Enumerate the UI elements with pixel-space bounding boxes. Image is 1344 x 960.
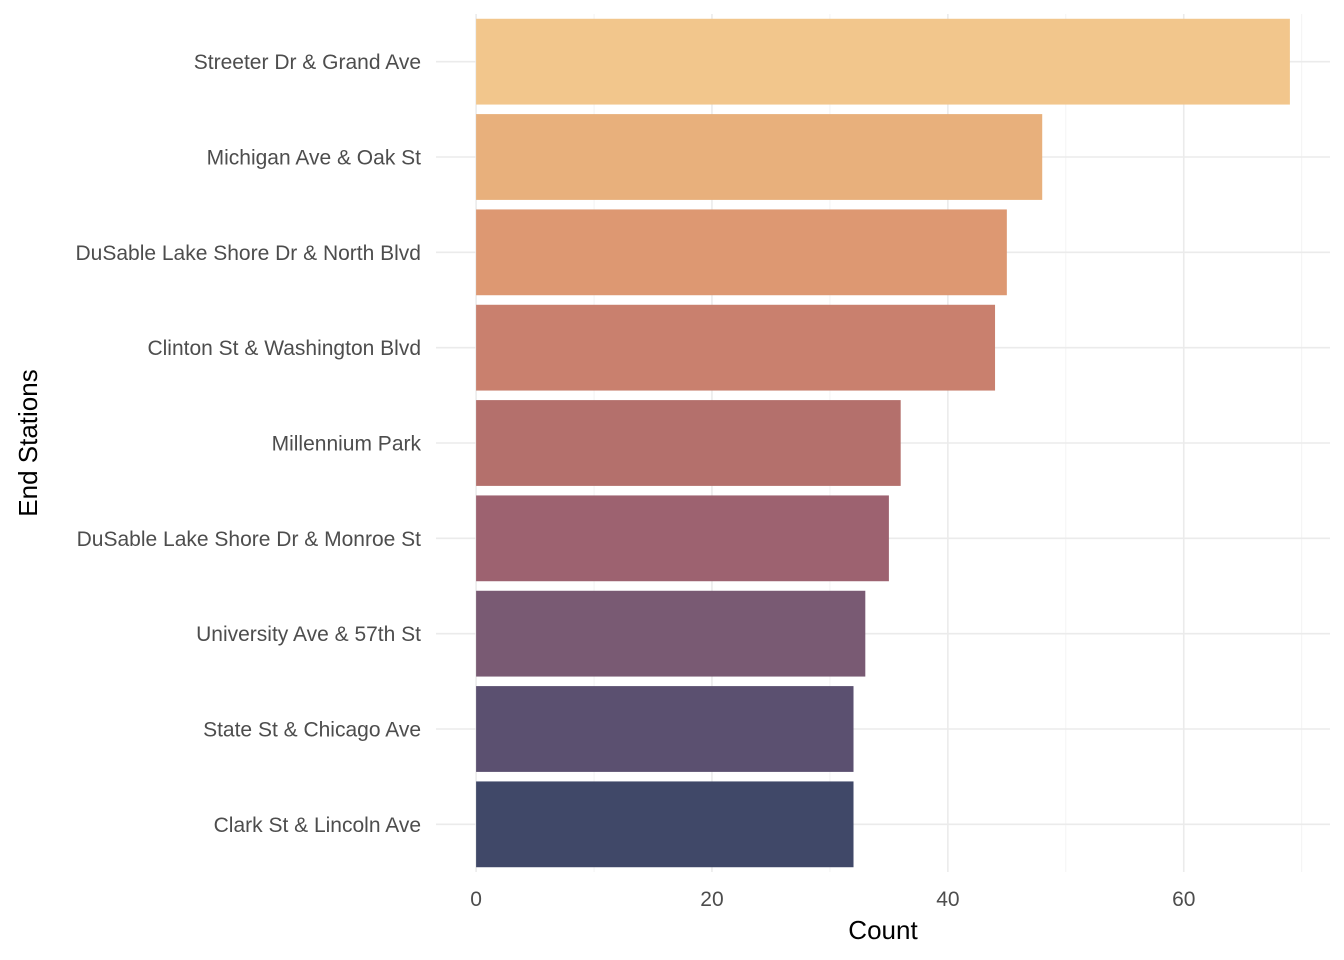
x-tick-label-0: 0 bbox=[470, 888, 482, 911]
x-tick-label-1: 20 bbox=[700, 888, 723, 911]
bar-8 bbox=[476, 781, 854, 868]
x-tick-label-3: 60 bbox=[1172, 888, 1195, 911]
category-labels: Streeter Dr & Grand Ave Michigan Ave & Oa… bbox=[75, 51, 421, 837]
x-tick-label-2: 40 bbox=[936, 888, 959, 911]
y-axis-title: End Stations bbox=[13, 369, 43, 516]
category-label-6: University Ave & 57th St bbox=[196, 623, 421, 646]
category-label-3: Clinton St & Washington Blvd bbox=[147, 337, 421, 360]
category-label-7: State St & Chicago Ave bbox=[203, 719, 421, 742]
x-axis-title: Count bbox=[848, 915, 918, 945]
bar-0 bbox=[476, 18, 1290, 105]
category-label-8: Clark St & Lincoln Ave bbox=[214, 814, 421, 837]
bar-2 bbox=[476, 209, 1007, 296]
bar-7 bbox=[476, 686, 854, 772]
category-label-2: DuSable Lake Shore Dr & North Blvd bbox=[75, 242, 421, 265]
category-label-1: Michigan Ave & Oak St bbox=[207, 147, 422, 170]
bar-4 bbox=[476, 400, 901, 486]
x-tick-labels: 0 20 40 60 bbox=[470, 888, 1195, 911]
category-label-0: Streeter Dr & Grand Ave bbox=[194, 51, 421, 74]
category-label-5: DuSable Lake Shore Dr & Monroe St bbox=[77, 528, 422, 551]
bars bbox=[476, 18, 1290, 868]
bar-5 bbox=[476, 495, 889, 582]
bar-1 bbox=[476, 114, 1043, 200]
category-label-4: Millennium Park bbox=[272, 433, 422, 456]
bar-3 bbox=[476, 304, 996, 391]
bar-6 bbox=[476, 590, 866, 677]
